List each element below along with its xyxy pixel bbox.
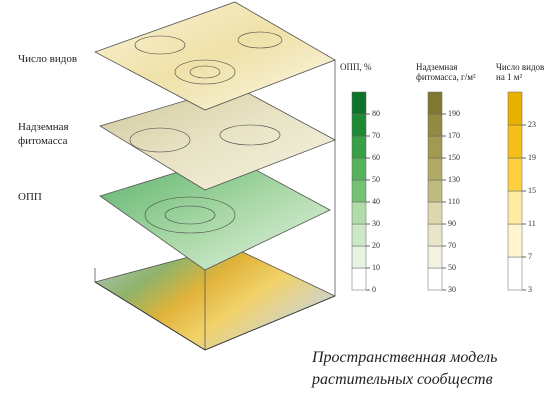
- legend-swatch: [427, 135, 443, 159]
- legend-tick-label: 30: [372, 219, 380, 228]
- legend-tick-label: 90: [448, 219, 456, 228]
- caption: Пространственная модель: [311, 349, 497, 366]
- legend-swatch: [427, 223, 443, 247]
- legend-swatch: [427, 91, 443, 115]
- legend-swatch: [507, 124, 523, 159]
- layer-species: [94, 1, 336, 111]
- legend-title: Число видов: [496, 62, 544, 72]
- legend-tick-label: 170: [448, 131, 460, 140]
- legend-swatch: [507, 256, 523, 291]
- legend-tick-label: 50: [372, 175, 380, 184]
- legend-swatch: [507, 157, 523, 192]
- legend-swatch: [351, 267, 367, 291]
- contours: [129, 31, 283, 234]
- legend-swatch: [351, 245, 367, 269]
- legend-tick-label: 110: [448, 197, 460, 206]
- legend-swatch: [427, 157, 443, 181]
- legend-tick-label: 11: [528, 219, 536, 228]
- legend-swatch: [351, 113, 367, 137]
- stack-3d: [94, 1, 336, 351]
- legend-tick-label: 30: [448, 285, 456, 294]
- legend-tick-label: 80: [372, 109, 380, 118]
- legend-swatch: [507, 91, 523, 126]
- layer-label: ОПП: [18, 191, 42, 203]
- legend-swatch: [507, 223, 523, 258]
- legend-tick-label: 19: [528, 153, 536, 162]
- legend-swatch: [351, 201, 367, 225]
- legend-title: на 1 м²: [496, 72, 523, 82]
- legend-tick-label: 3: [528, 285, 532, 294]
- legend-tick-label: 190: [448, 109, 460, 118]
- legend-tick-label: 7: [528, 252, 532, 261]
- caption: растительных сообществ: [311, 371, 493, 388]
- legend-tick-label: 50: [448, 263, 456, 272]
- legend-swatch: [351, 223, 367, 247]
- layer-label: фитомасса: [18, 135, 68, 147]
- legend-title: фитомасса, г/м²: [416, 72, 476, 82]
- legend-tick-label: 70: [448, 241, 456, 250]
- legend-swatch: [351, 91, 367, 115]
- legend-tick-label: 20: [372, 241, 380, 250]
- legend-title: Надземная: [416, 62, 457, 72]
- legend-swatch: [427, 201, 443, 225]
- legend-tick-label: 23: [528, 120, 536, 129]
- legend-tick-label: 150: [448, 153, 460, 162]
- legend-tick-label: 15: [528, 186, 536, 195]
- layer-label: Надземная: [18, 121, 69, 133]
- legend-swatch: [351, 157, 367, 181]
- legend-swatch: [351, 179, 367, 203]
- legend-tick-label: 40: [372, 197, 380, 206]
- legend-tick-label: 10: [372, 263, 380, 272]
- legend-swatch: [427, 245, 443, 269]
- legend-tick-label: 70: [372, 131, 380, 140]
- legend-swatch: [507, 190, 523, 225]
- legend-swatch: [427, 113, 443, 137]
- legend-swatch: [351, 135, 367, 159]
- legend-tick-label: 130: [448, 175, 460, 184]
- legend-title: ОПП, %: [340, 62, 372, 72]
- legend-swatch: [427, 267, 443, 291]
- layer-label: Число видов: [18, 53, 77, 65]
- legend-tick-label: 0: [372, 285, 376, 294]
- legend-swatch: [427, 179, 443, 203]
- legend-tick-label: 60: [372, 153, 380, 162]
